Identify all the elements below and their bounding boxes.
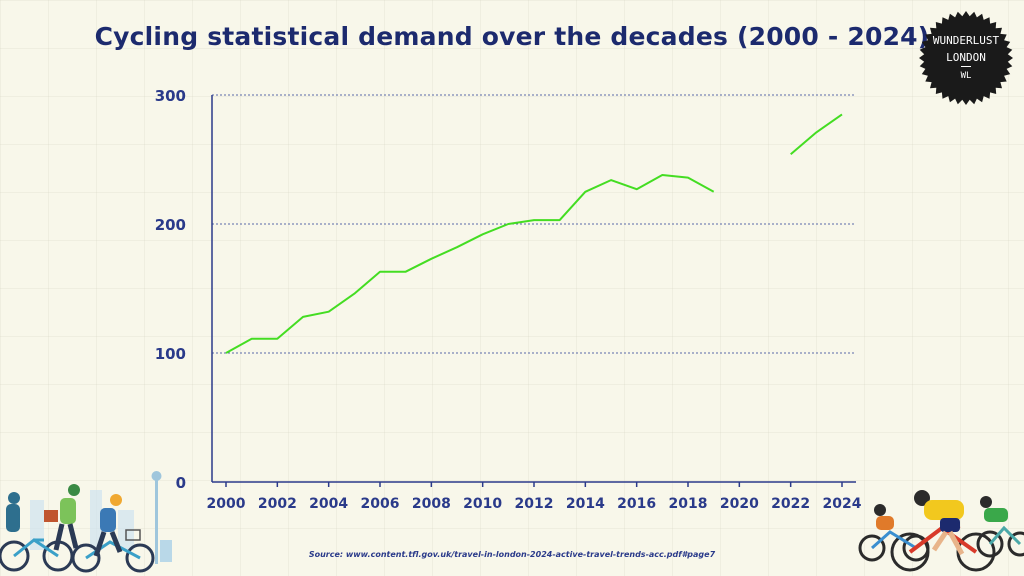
racing-cyclists-illustration: [858, 490, 1024, 572]
x-tick-label-2014: 2014: [566, 496, 605, 512]
x-tick-label-2022: 2022: [771, 496, 810, 512]
x-tick-label-2010: 2010: [463, 496, 502, 512]
x-tick-label-2016: 2016: [617, 496, 656, 512]
y-tick-label-200: 200: [155, 216, 186, 234]
series-0-segment-0: [225, 174, 715, 354]
grid-layer: [212, 94, 856, 354]
x-tick-label-2020: 2020: [720, 496, 759, 512]
x-tick-label-2012: 2012: [515, 496, 554, 512]
y-tick-label-100: 100: [155, 345, 186, 363]
y-tick-label-300: 300: [155, 87, 186, 105]
series-layer: [225, 113, 843, 354]
brand-badge-text: WUNDERLUST LONDON WL: [918, 32, 1014, 85]
x-tick-label-2008: 2008: [412, 496, 451, 512]
y-tick-label-0: 0: [176, 474, 186, 492]
x-tick-label-2024: 2024: [823, 496, 862, 512]
series-0-segment-1: [790, 113, 843, 156]
x-tick-label-2006: 2006: [361, 496, 400, 512]
badge-mark: WL: [960, 66, 972, 85]
source-citation: Source: www.content.tfl.gov.uk/travel-in…: [308, 550, 716, 559]
badge-line1: WUNDERLUST: [932, 34, 1000, 47]
x-tick-label-2002: 2002: [258, 496, 297, 512]
x-tick-label-2018: 2018: [669, 496, 708, 512]
ticks-layer: 0 100 200 300 2000 2002 2004 2006 2008 2010 2012 20…: [155, 87, 862, 512]
x-tick-label-2000: 2000: [207, 496, 246, 512]
x-tick-label-2004: 2004: [309, 496, 348, 512]
badge-line2: LONDON: [946, 51, 986, 64]
chart-title: Cycling statistical demand over the deca…: [94, 22, 930, 51]
brand-badge-shape: [919, 11, 1013, 105]
cyclists-group-illustration: [0, 471, 172, 573]
brand-badge: [919, 11, 1013, 105]
axes-layer: [211, 95, 856, 483]
